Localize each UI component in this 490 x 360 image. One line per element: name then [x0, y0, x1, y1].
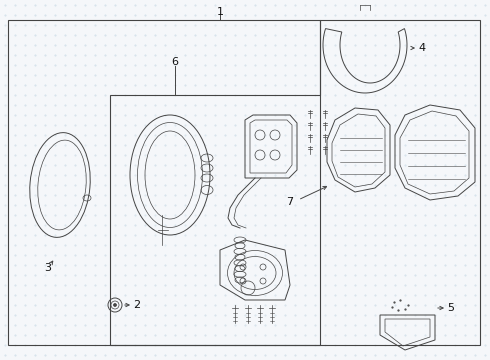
Text: 2: 2	[133, 300, 140, 310]
Text: 5: 5	[447, 303, 454, 313]
Text: 3: 3	[45, 263, 51, 273]
Text: 1: 1	[217, 7, 223, 17]
Text: 6: 6	[172, 57, 178, 67]
Text: 4: 4	[418, 43, 425, 53]
Text: 7: 7	[287, 197, 294, 207]
Circle shape	[114, 303, 117, 306]
